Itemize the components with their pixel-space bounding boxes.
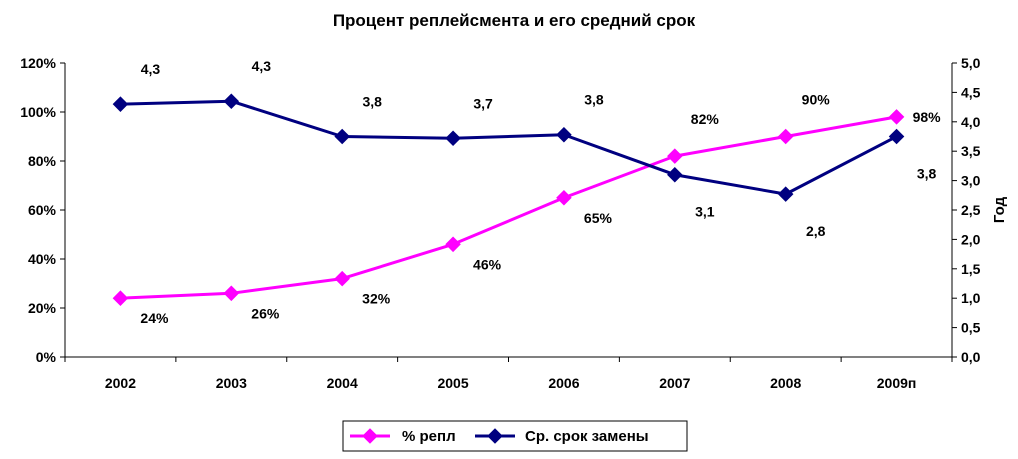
legend-label-srok: Ср. срок замены [525,428,649,445]
data-label-repl: 65% [584,210,613,226]
data-point-srok [223,93,240,109]
data-point-srok [112,96,129,112]
left-tick-label: 80% [28,153,57,169]
right-tick-label: 3,5 [961,143,981,159]
data-point-repl [777,128,794,145]
data-point-srok [667,166,683,183]
data-point-srok [334,128,350,145]
data-label-repl: 90% [802,92,831,108]
data-label-repl: 46% [473,256,502,272]
data-label-srok: 3,1 [695,204,715,220]
x-axis-ticks: 2002 2003 2004 2005 2006 2007 2008 2009п [64,357,953,391]
series-line-repl [120,115,897,300]
right-tick-label: 1,5 [961,261,981,277]
data-label-srok: 3,8 [362,94,382,110]
data-label-repl: 32% [362,291,391,307]
x-tick-label: 2003 [216,375,247,391]
left-tick-label: 0% [36,349,57,365]
left-tick-label: 100% [20,104,56,120]
legend: % репл Ср. срок замены [342,420,688,452]
data-label-srok: 3,8 [584,92,604,108]
left-tick-label: 40% [28,251,57,267]
x-tick-label: 2002 [105,375,136,391]
right-tick-label: 3,0 [961,173,981,189]
right-axis-ticks: 0,0 0,5 1,0 1,5 2,0 2,5 3,0 3,5 4,0 4,5 5,0 [952,55,981,365]
legend-marker-srok [487,428,503,444]
right-tick-label: 0,0 [961,349,981,365]
left-axis-ticks: 0% 20% 40% 60% 80% 100% 120% [20,55,65,365]
right-tick-label: 4,0 [961,114,981,130]
data-label-srok: 4,3 [141,61,161,77]
x-tick-label: 2007 [659,375,690,391]
data-label-srok: 4,3 [252,58,272,74]
data-label-repl: 82% [691,111,720,127]
x-tick-label: 2004 [327,375,358,391]
data-point-repl [223,285,240,302]
x-tick-label: 2005 [437,375,468,391]
data-labels: 24% 26% 32% 46% 65% 82% 90% 98% 4,3 4,3 3,8 3,7 3,8 3… [140,58,941,326]
right-tick-label: 2,5 [961,202,981,218]
data-point-srok [777,186,794,202]
data-point-repl [445,236,461,253]
series-layer [112,93,905,306]
data-label-srok: 3,8 [917,166,937,182]
series-line-srok [120,99,898,196]
data-point-repl [556,189,572,206]
data-label-repl: 26% [251,305,280,321]
data-point-repl [112,290,129,306]
x-tick-label: 2008 [770,375,801,391]
right-tick-label: 2,0 [961,231,981,247]
x-tick-label: 2009п [877,375,917,391]
left-tick-label: 20% [28,300,57,316]
right-axis-title: Год [991,196,1008,223]
data-point-srok [888,128,905,145]
data-point-repl [667,148,683,164]
chart-title: Процент реплейсмента и его средний срок [333,11,696,30]
data-label-srok: 2,8 [806,223,826,239]
data-label-repl: 24% [140,310,169,326]
legend-label-repl: % репл [402,428,456,445]
data-label-repl: 98% [913,109,942,125]
legend-marker-repl [362,428,378,444]
right-tick-label: 0,5 [961,320,981,336]
right-tick-label: 4,5 [961,84,981,100]
left-tick-label: 60% [28,202,57,218]
data-label-srok: 3,7 [473,95,493,111]
right-tick-label: 1,0 [961,290,981,306]
data-point-repl [334,270,350,287]
right-tick-label: 5,0 [961,55,981,71]
data-point-repl [888,109,905,125]
data-point-srok [556,126,572,143]
x-tick-label: 2006 [548,375,579,391]
data-point-srok [445,130,461,147]
left-tick-label: 120% [20,55,56,71]
